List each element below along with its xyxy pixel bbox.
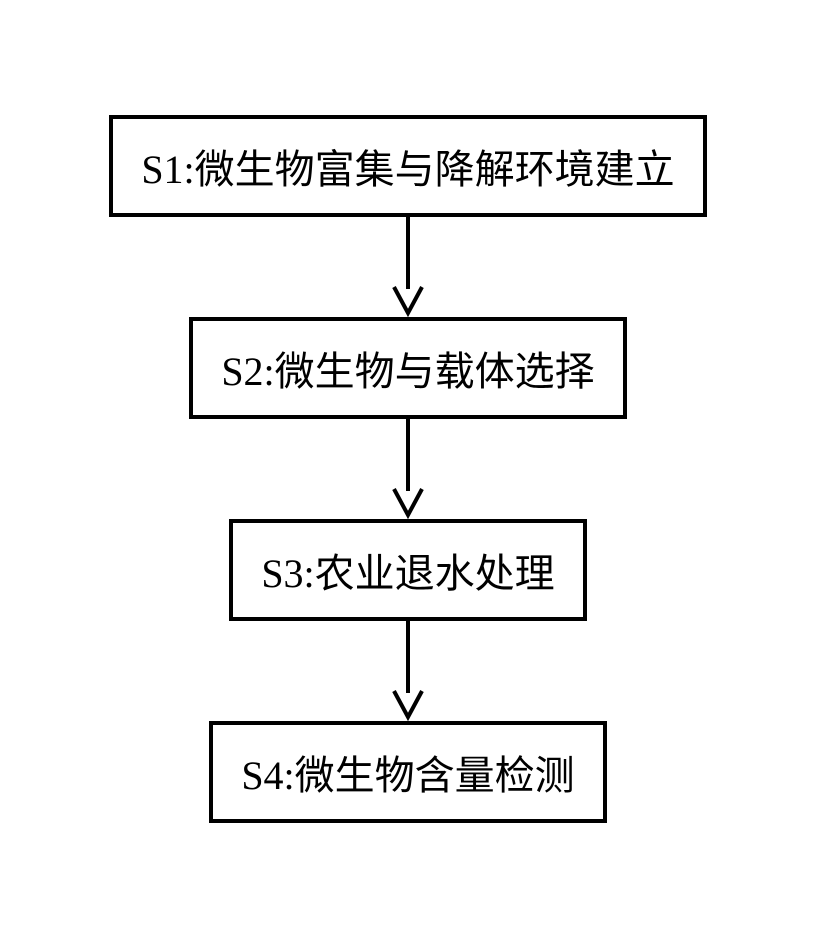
down-arrow-icon (388, 419, 428, 519)
flow-box-s4: S4:微生物含量检测 (209, 721, 606, 823)
flow-box-s4-label: S4:微生物含量检测 (241, 743, 574, 801)
down-arrow-icon (388, 621, 428, 721)
flow-box-s2: S2:微生物与载体选择 (189, 317, 626, 419)
flow-box-s3-label: S3:农业退水处理 (261, 541, 554, 599)
flow-arrow-2 (388, 419, 428, 519)
flow-arrow-3 (388, 621, 428, 721)
flow-box-s3: S3:农业退水处理 (229, 519, 586, 621)
flow-arrow-1 (388, 217, 428, 317)
flow-box-s1: S1:微生物富集与降解环境建立 (109, 115, 706, 217)
flow-box-s2-label: S2:微生物与载体选择 (221, 339, 594, 397)
flow-box-s1-label: S1:微生物富集与降解环境建立 (141, 137, 674, 195)
flowchart-container: S1:微生物富集与降解环境建立 S2:微生物与载体选择 S3:农业退水处理 S4… (109, 115, 706, 823)
down-arrow-icon (388, 217, 428, 317)
